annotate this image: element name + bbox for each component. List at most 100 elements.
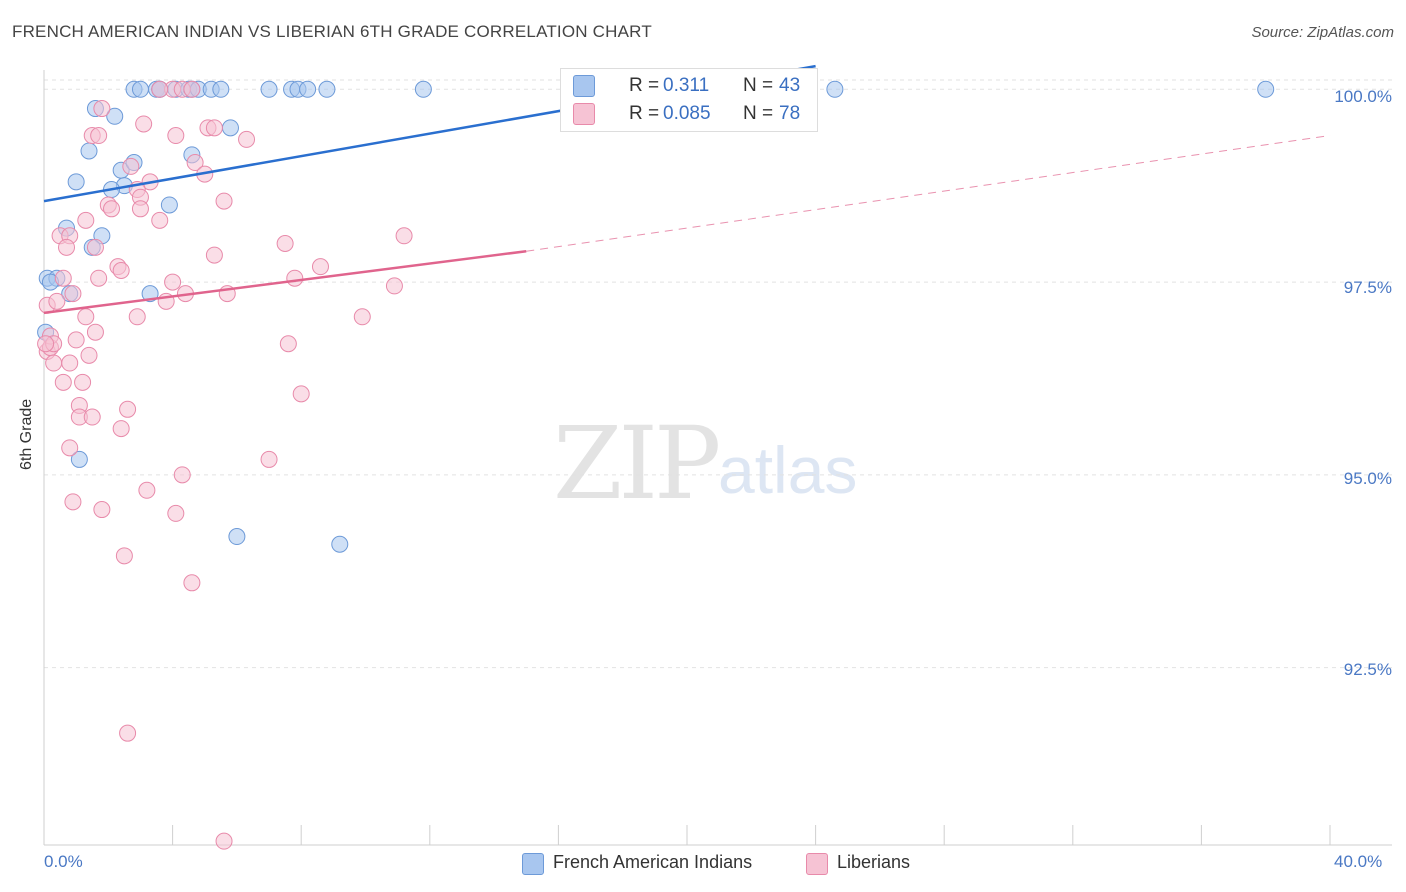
pink-point	[276, 235, 294, 253]
pink-point	[64, 493, 82, 511]
pink-point	[183, 80, 201, 98]
pink-point	[286, 269, 304, 287]
bottom-legend-swatch-pink	[806, 853, 828, 875]
pink-point	[135, 115, 153, 133]
pink-point	[67, 331, 85, 349]
pink-point	[103, 200, 121, 218]
y-tick-label: 100.0%	[1334, 87, 1392, 106]
blue-point	[318, 80, 336, 98]
pink-point	[164, 273, 182, 291]
pink-point	[186, 154, 204, 172]
blue-point	[228, 528, 246, 546]
pink-point	[93, 501, 111, 519]
pink-point	[167, 504, 185, 522]
blue-point	[826, 80, 844, 98]
pink-point	[167, 127, 185, 145]
blue-point	[160, 196, 178, 214]
pink-point	[238, 130, 256, 148]
pink-point	[112, 261, 130, 279]
pink-trend-extension	[526, 135, 1331, 252]
pink-point	[279, 335, 297, 353]
pink-point	[115, 547, 133, 565]
pink-point	[54, 373, 72, 391]
pink-point	[131, 200, 149, 218]
pink-point	[48, 292, 66, 310]
blue-point	[414, 80, 432, 98]
bottom-legend-swatch-blue	[522, 853, 544, 875]
pink-point	[395, 227, 413, 245]
x-tick-label: 40.0%	[1334, 852, 1383, 871]
pink-point	[77, 211, 95, 229]
pink-point	[61, 439, 79, 457]
legend-swatch-blue	[573, 75, 595, 97]
y-tick-label: 92.5%	[1343, 660, 1392, 679]
pink-point	[215, 192, 233, 210]
blue-point	[80, 142, 98, 160]
pink-point	[58, 238, 76, 256]
pink-point	[37, 335, 55, 353]
blue-point	[70, 450, 88, 468]
chart-title: FRENCH AMERICAN INDIAN VS LIBERIAN 6TH G…	[12, 22, 652, 41]
blue-point	[67, 173, 85, 191]
pink-point	[74, 373, 92, 391]
pink-point	[80, 346, 98, 364]
pink-point	[93, 100, 111, 118]
legend-r-value: 0.311	[663, 75, 710, 96]
pink-point	[112, 420, 130, 438]
bottom-legend-series2: Liberians	[837, 852, 911, 872]
pink-point	[119, 400, 137, 418]
pink-point	[205, 246, 223, 264]
stats-legend: R = 0.311 N = 43 R = 0.085 N = 78	[560, 68, 818, 132]
y-tick-label: 95.0%	[1343, 469, 1392, 488]
pink-point	[385, 277, 403, 295]
pink-point	[260, 450, 278, 468]
bottom-legend-series1: French American Indians	[553, 852, 753, 872]
pink-point	[151, 211, 169, 229]
pink-point	[183, 574, 201, 592]
legend-n-label: N =	[743, 75, 774, 96]
pink-point	[77, 308, 95, 326]
source-label: Source: ZipAtlas.com	[1251, 24, 1394, 41]
blue-point	[260, 80, 278, 98]
blue-point	[221, 119, 239, 137]
x-tick-label: 0.0%	[44, 852, 83, 871]
legend-n-value: 78	[779, 103, 801, 124]
pink-point	[138, 481, 156, 499]
legend-row-series1: R = 0.311 N = 43	[573, 75, 813, 99]
pink-point	[128, 308, 146, 326]
pink-point	[119, 724, 137, 742]
pink-point	[61, 354, 79, 372]
pink-point	[64, 285, 82, 303]
pink-point	[86, 323, 104, 341]
watermark-zip: ZIP	[553, 405, 721, 522]
blue-point	[1257, 80, 1275, 98]
blue-point	[331, 535, 349, 553]
legend-r-label: R =	[629, 103, 660, 124]
pink-point	[54, 269, 72, 287]
blue-point	[212, 80, 230, 98]
blue-point	[106, 107, 124, 125]
blue-point	[299, 80, 317, 98]
pink-point	[215, 832, 233, 850]
pink-point	[90, 127, 108, 145]
pink-point	[173, 466, 191, 484]
legend-swatch-pink	[573, 103, 595, 125]
pink-point	[205, 119, 223, 137]
pink-point	[292, 385, 310, 403]
legend-r-label: R =	[629, 75, 660, 96]
watermark-atlas: atlas	[718, 433, 858, 507]
pink-point	[122, 157, 140, 175]
pink-point	[45, 354, 63, 372]
pink-point	[151, 80, 169, 98]
legend-n-label: N =	[743, 103, 774, 124]
pink-point	[311, 258, 329, 276]
pink-point	[353, 308, 371, 326]
blue-point	[131, 80, 149, 98]
legend-n-value: 43	[779, 75, 801, 96]
legend-r-value: 0.085	[663, 103, 711, 124]
pink-point	[86, 238, 104, 256]
legend-row-series2: R = 0.085 N = 78	[573, 103, 813, 127]
pink-point	[83, 408, 101, 426]
pink-point	[90, 269, 108, 287]
